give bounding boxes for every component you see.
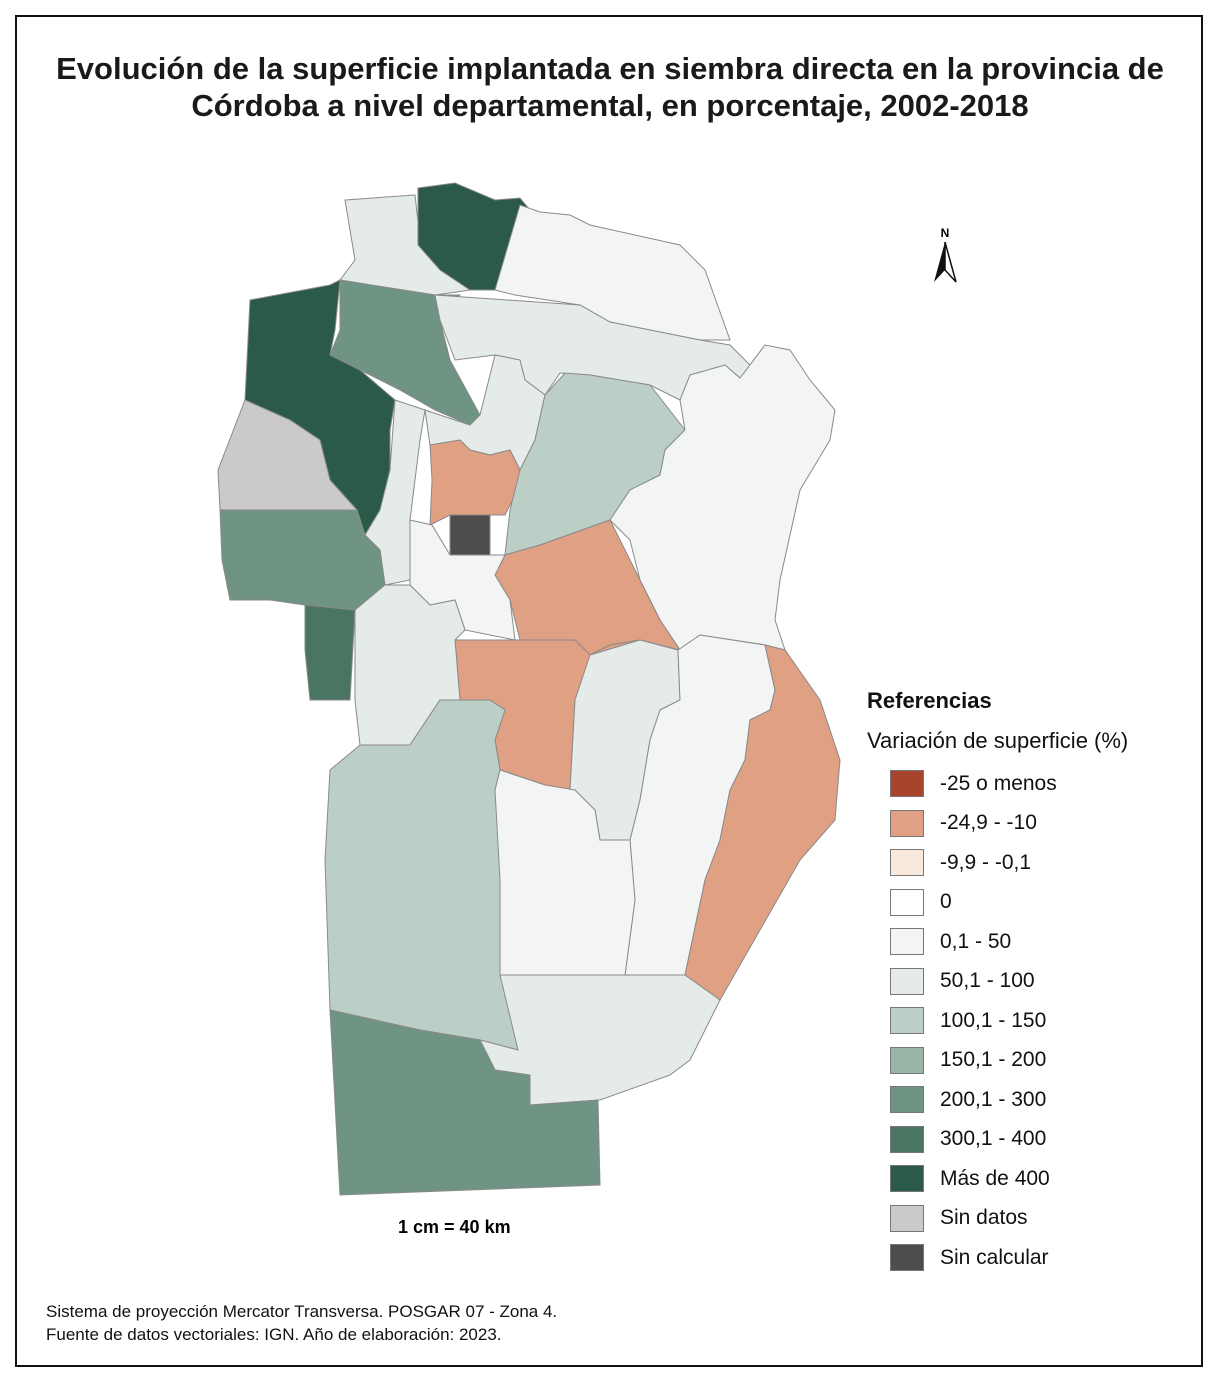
footer: Sistema de proyección Mercator Transvers… bbox=[46, 1300, 557, 1346]
legend-item: 0,1 - 50 bbox=[867, 922, 1128, 962]
legend-label: 300,1 - 400 bbox=[940, 1127, 1047, 1151]
north-arrow-icon bbox=[934, 241, 957, 283]
north-arrow: N bbox=[930, 226, 960, 289]
legend-swatch bbox=[890, 770, 924, 798]
legend-item: 150,1 - 200 bbox=[867, 1041, 1128, 1081]
legend-swatch bbox=[890, 1007, 924, 1035]
scale-text: 1 cm = 40 km bbox=[398, 1217, 511, 1237]
legend-label: Sin calcular bbox=[940, 1245, 1049, 1269]
legend-swatch bbox=[890, 928, 924, 956]
legend-item: 100,1 - 150 bbox=[867, 1001, 1128, 1041]
legend-swatch bbox=[890, 849, 924, 877]
legend-label: -9,9 - -0,1 bbox=[940, 850, 1032, 874]
department bbox=[429, 439, 521, 526]
legend-item: Más de 400 bbox=[867, 1159, 1128, 1199]
legend-swatch bbox=[890, 888, 924, 916]
footer-projection: Sistema de proyección Mercator Transvers… bbox=[46, 1302, 558, 1321]
legend-label: -25 o menos bbox=[940, 771, 1057, 795]
legend-label: 0 bbox=[940, 890, 952, 914]
legend-item: 50,1 - 100 bbox=[867, 962, 1128, 1002]
department bbox=[449, 514, 491, 556]
legend-swatch bbox=[890, 809, 924, 837]
frame-border bbox=[15, 15, 1203, 1367]
legend: Referencias Variación de superficie (%) … bbox=[867, 688, 1128, 1278]
legend-swatch bbox=[890, 1046, 924, 1074]
legend-title: Referencias bbox=[867, 688, 992, 713]
legend-swatch bbox=[890, 967, 924, 995]
legend-subtitle: Variación de superficie (%) bbox=[867, 728, 1129, 753]
north-label: N bbox=[940, 226, 950, 240]
legend-item: Sin calcular bbox=[867, 1238, 1128, 1278]
department bbox=[219, 509, 386, 611]
legend-label: 100,1 - 150 bbox=[940, 1008, 1047, 1032]
legend-swatch bbox=[890, 1244, 924, 1272]
legend-swatch bbox=[890, 1125, 924, 1153]
map-title: Evolución de la superficie implantada en… bbox=[56, 51, 1164, 123]
department bbox=[324, 699, 521, 1051]
department bbox=[329, 1009, 601, 1196]
legend-label: 150,1 - 200 bbox=[940, 1048, 1047, 1072]
legend-item: 200,1 - 300 bbox=[867, 1080, 1128, 1120]
legend-item: Sin datos bbox=[867, 1199, 1128, 1239]
legend-swatch bbox=[890, 1204, 924, 1232]
legend-item: -25 o menos bbox=[867, 764, 1128, 804]
legend-label: Más de 400 bbox=[940, 1166, 1050, 1190]
legend-label: -24,9 - -10 bbox=[940, 811, 1037, 835]
legend-item: -9,9 - -0,1 bbox=[867, 843, 1128, 883]
legend-swatch bbox=[890, 1165, 924, 1193]
legend-swatch bbox=[890, 1086, 924, 1114]
footer-source: Fuente de datos vectoriales: IGN. Año de… bbox=[46, 1325, 502, 1344]
legend-item: 0 bbox=[867, 883, 1128, 923]
department bbox=[304, 604, 356, 701]
department bbox=[217, 399, 359, 511]
legend-label: 200,1 - 300 bbox=[940, 1087, 1047, 1111]
legend-item: -24,9 - -10 bbox=[867, 804, 1128, 844]
department bbox=[494, 769, 636, 976]
legend-label: 50,1 - 100 bbox=[940, 969, 1035, 993]
legend-label: Sin datos bbox=[940, 1206, 1028, 1230]
legend-item: 300,1 - 400 bbox=[867, 1120, 1128, 1160]
legend-label: 0,1 - 50 bbox=[940, 929, 1012, 953]
